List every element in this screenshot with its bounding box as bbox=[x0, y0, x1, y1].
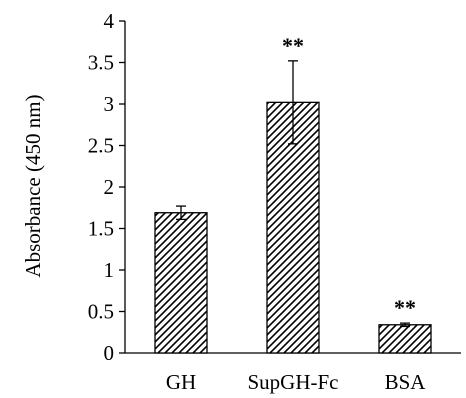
significance-marker: ** bbox=[394, 295, 416, 320]
y-tick-label: 1.5 bbox=[88, 217, 114, 241]
y-tick-label: 3.5 bbox=[88, 51, 114, 75]
bar-0 bbox=[154, 212, 208, 354]
y-tick-label: 4 bbox=[104, 9, 115, 33]
y-tick-label: 2 bbox=[104, 175, 115, 199]
y-tick-label: 1 bbox=[104, 258, 115, 282]
bar-2 bbox=[378, 324, 432, 354]
y-tick-label: 0.5 bbox=[88, 300, 114, 324]
x-tick-label: SupGH-Fc bbox=[247, 370, 338, 394]
significance-marker: ** bbox=[282, 33, 304, 58]
y-tick-label: 2.5 bbox=[88, 134, 114, 158]
x-tick-label: GH bbox=[166, 370, 196, 394]
y-tick-label: 3 bbox=[104, 92, 115, 116]
x-tick-label: BSA bbox=[385, 370, 427, 394]
plot-area: 0 0.5 1 1.5 2 2.5 3 3.5 4 GH ** SupGH-Fc ** BSA bbox=[88, 9, 461, 394]
y-axis-title: Absorbance (450 nm) bbox=[21, 94, 45, 277]
y-tick-label: 0 bbox=[104, 341, 115, 365]
